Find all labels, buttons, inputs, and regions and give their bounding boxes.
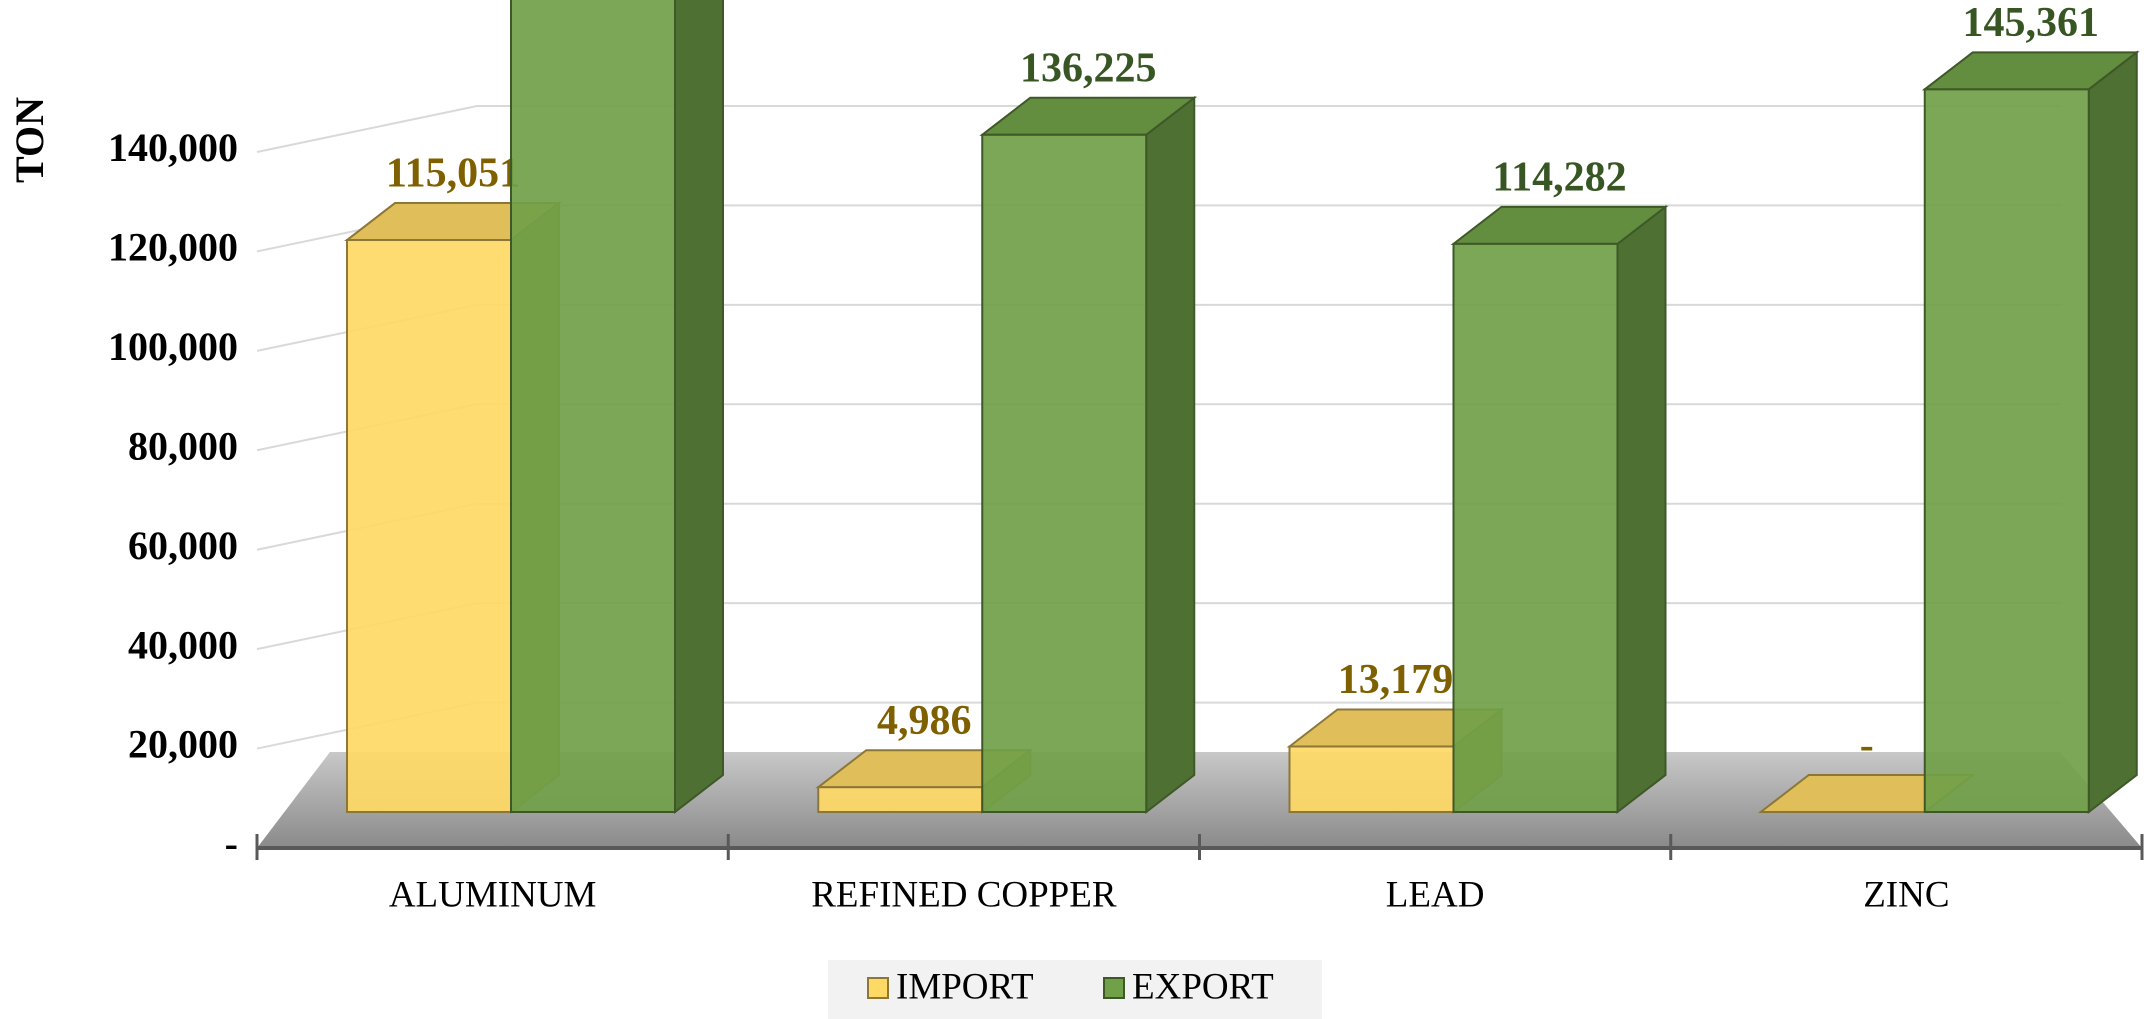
data-label: 136,225 xyxy=(1020,45,1157,91)
bar-side xyxy=(1616,204,1667,815)
y-tick-label: - xyxy=(225,821,238,866)
bar-front xyxy=(1923,88,2090,814)
bar-front xyxy=(817,786,984,814)
bar-front xyxy=(510,0,676,814)
data-label: 115,051 xyxy=(386,151,520,197)
x-tick-label: REFINED COPPER xyxy=(811,874,1117,915)
y-tick-label: 100,000 xyxy=(108,324,238,369)
data-label: 145,361 xyxy=(1963,0,2100,46)
data-label: 13,179 xyxy=(1338,657,1454,703)
legend-label: IMPORT xyxy=(896,966,1034,1007)
x-tick-label: LEAD xyxy=(1386,874,1485,915)
bar-front xyxy=(346,239,512,813)
legend-swatch xyxy=(1103,977,1125,999)
bar xyxy=(1921,50,2140,815)
y-tick-label: 120,000 xyxy=(108,225,238,270)
bar xyxy=(510,0,724,815)
bar-front xyxy=(1452,242,1619,813)
data-label: 4,986 xyxy=(877,698,972,744)
legend-swatch xyxy=(867,977,889,999)
bar-front xyxy=(1288,745,1455,814)
y-tick-label: 20,000 xyxy=(128,722,238,767)
bar xyxy=(979,95,1198,815)
y-tick-label: 60,000 xyxy=(128,523,238,568)
bar-side xyxy=(674,0,724,815)
y-tick-label: 40,000 xyxy=(128,622,238,667)
legend xyxy=(828,960,1322,1019)
bar xyxy=(1450,204,1669,815)
bar-side xyxy=(1145,95,1196,815)
data-label: - xyxy=(1860,723,1874,769)
legend-label: EXPORT xyxy=(1132,966,1274,1007)
grid-line xyxy=(256,105,2062,153)
bar-front xyxy=(981,133,1148,813)
bar-side xyxy=(2087,50,2138,815)
y-axis-label: TON xyxy=(7,97,52,183)
floor xyxy=(257,752,2142,848)
y-tick-label: 140,000 xyxy=(108,125,238,170)
data-label: 114,282 xyxy=(1492,154,1626,200)
x-tick-label: ALUMINUM xyxy=(389,874,597,915)
y-tick-label: 80,000 xyxy=(128,423,238,468)
x-tick-label: ZINC xyxy=(1863,874,1949,915)
